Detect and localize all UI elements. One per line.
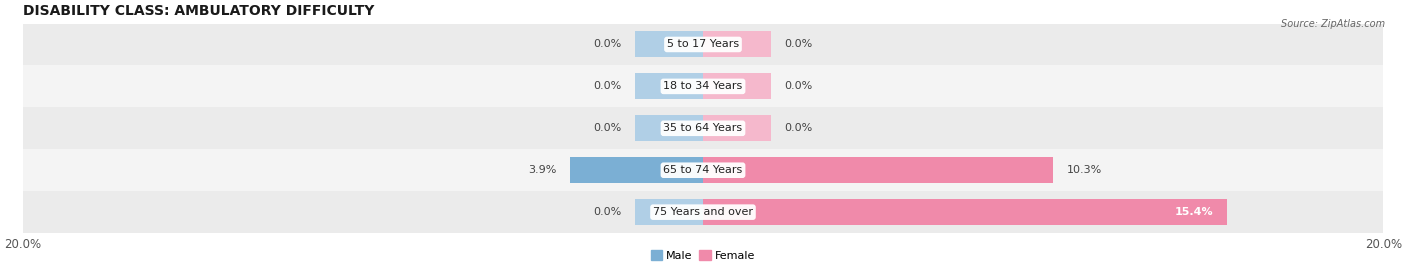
Text: 15.4%: 15.4% xyxy=(1174,207,1213,217)
Text: 0.0%: 0.0% xyxy=(593,40,621,49)
Text: 0.0%: 0.0% xyxy=(785,40,813,49)
Text: DISABILITY CLASS: AMBULATORY DIFFICULTY: DISABILITY CLASS: AMBULATORY DIFFICULTY xyxy=(22,4,374,18)
Bar xyxy=(703,31,770,58)
Bar xyxy=(22,191,1384,233)
Bar xyxy=(22,107,1384,149)
Bar xyxy=(636,73,703,99)
Text: 10.3%: 10.3% xyxy=(1067,165,1102,175)
Text: 0.0%: 0.0% xyxy=(593,82,621,91)
Text: 35 to 64 Years: 35 to 64 Years xyxy=(664,123,742,133)
Bar xyxy=(22,23,1384,65)
Text: 3.9%: 3.9% xyxy=(529,165,557,175)
Text: 0.0%: 0.0% xyxy=(593,207,621,217)
Bar xyxy=(703,199,1227,225)
Text: 75 Years and over: 75 Years and over xyxy=(652,207,754,217)
Bar xyxy=(636,115,703,141)
Text: 0.0%: 0.0% xyxy=(785,82,813,91)
Text: Source: ZipAtlas.com: Source: ZipAtlas.com xyxy=(1281,19,1385,29)
Bar xyxy=(636,199,703,225)
Bar xyxy=(703,73,770,99)
Bar xyxy=(703,157,1053,183)
Text: 0.0%: 0.0% xyxy=(785,123,813,133)
Bar xyxy=(571,157,703,183)
Bar xyxy=(22,65,1384,107)
Bar xyxy=(703,115,770,141)
Legend: Male, Female: Male, Female xyxy=(647,246,759,265)
Bar xyxy=(22,149,1384,191)
Text: 0.0%: 0.0% xyxy=(593,123,621,133)
Text: 18 to 34 Years: 18 to 34 Years xyxy=(664,82,742,91)
Text: 5 to 17 Years: 5 to 17 Years xyxy=(666,40,740,49)
Bar xyxy=(636,31,703,58)
Text: 65 to 74 Years: 65 to 74 Years xyxy=(664,165,742,175)
